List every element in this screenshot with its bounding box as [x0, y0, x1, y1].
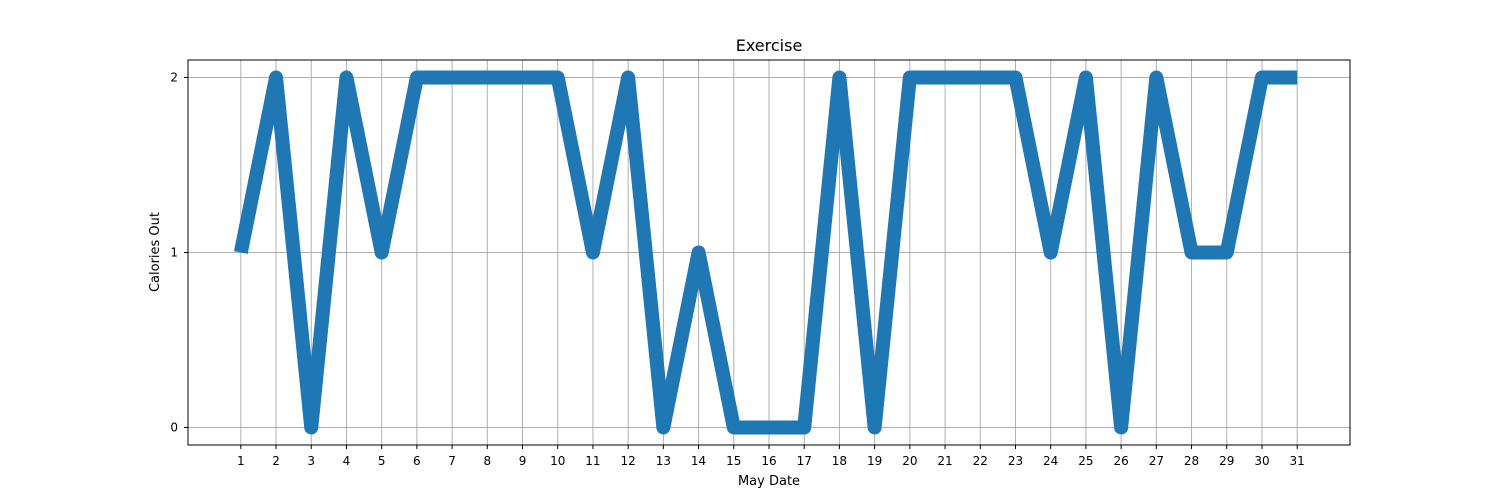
- x-axis-ticks: 1 2 3 4 5 6 7 8 9 10 11 12 13 14 15 16 17 18 19 20 21 22 23 24 2…: [237, 445, 1305, 468]
- y-axis-ticks: 0 1 2: [170, 71, 188, 435]
- x-tick-label: 21: [937, 454, 952, 468]
- x-tick-label: 13: [656, 454, 671, 468]
- x-tick-label: 8: [483, 454, 491, 468]
- x-tick-label: 26: [1113, 454, 1128, 468]
- x-tick-label: 16: [761, 454, 776, 468]
- x-tick-label: 12: [621, 454, 636, 468]
- chart-title: Exercise: [736, 36, 803, 55]
- x-tick-label: 18: [832, 454, 847, 468]
- grid: [188, 60, 1350, 445]
- x-tick-label: 2: [272, 454, 280, 468]
- x-tick-label: 15: [726, 454, 741, 468]
- x-tick-label: 31: [1290, 454, 1305, 468]
- x-tick-label: 28: [1184, 454, 1199, 468]
- y-tick-label: 1: [170, 246, 178, 260]
- x-tick-label: 25: [1078, 454, 1093, 468]
- x-tick-label: 17: [797, 454, 812, 468]
- y-axis-label: Calories Out: [148, 212, 163, 292]
- x-tick-label: 1: [237, 454, 245, 468]
- x-tick-label: 23: [1008, 454, 1023, 468]
- x-tick-label: 6: [413, 454, 421, 468]
- x-tick-label: 10: [550, 454, 565, 468]
- x-tick-label: 5: [378, 454, 386, 468]
- x-tick-label: 4: [343, 454, 351, 468]
- x-tick-label: 24: [1043, 454, 1058, 468]
- x-axis-label: May Date: [738, 474, 800, 489]
- x-tick-label: 14: [691, 454, 706, 468]
- x-tick-label: 22: [973, 454, 988, 468]
- x-tick-label: 29: [1219, 454, 1234, 468]
- x-tick-label: 9: [519, 454, 527, 468]
- y-tick-label: 0: [170, 421, 178, 435]
- series-layer: [233, 70, 1298, 435]
- x-tick-label: 20: [902, 454, 917, 468]
- x-tick-label: 19: [867, 454, 882, 468]
- x-tick-label: 27: [1149, 454, 1164, 468]
- x-tick-label: 7: [448, 454, 456, 468]
- series-line: [233, 70, 1298, 435]
- x-tick-label: 11: [585, 454, 600, 468]
- y-tick-label: 2: [170, 71, 178, 85]
- x-tick-label: 30: [1254, 454, 1269, 468]
- x-tick-label: 3: [307, 454, 315, 468]
